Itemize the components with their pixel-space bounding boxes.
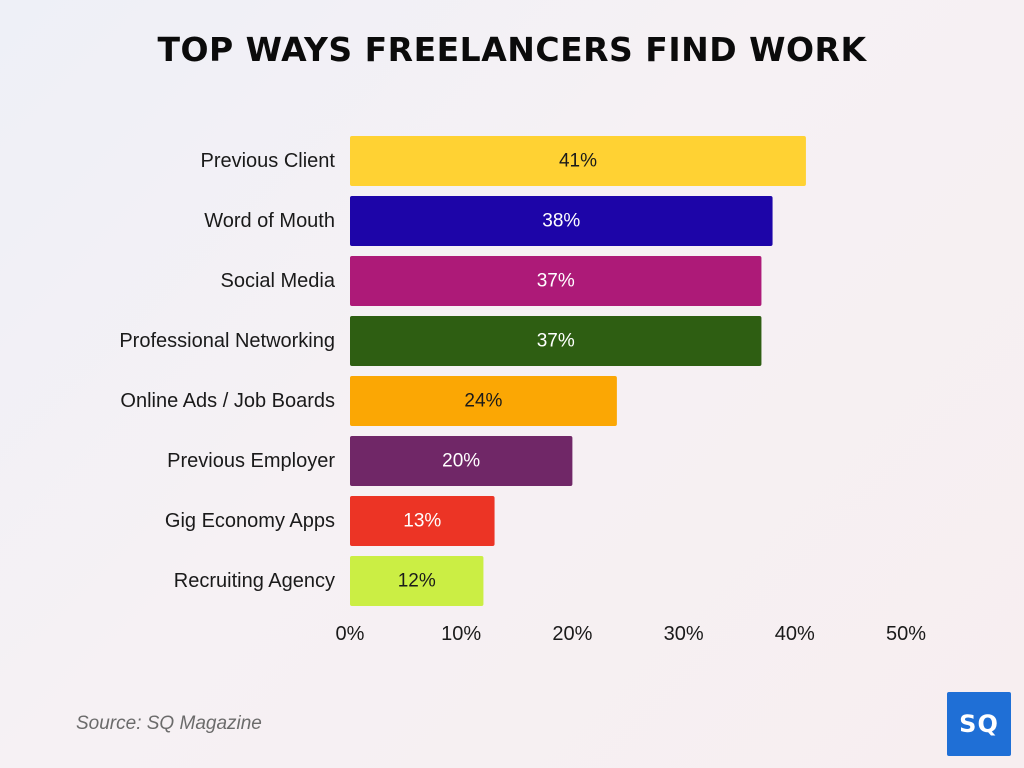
x-tick-label: 30%	[664, 623, 704, 645]
chart-title: TOP WAYS FREELANCERS FIND WORK	[157, 30, 867, 69]
category-label-professional-networking: Professional Networking	[119, 330, 335, 352]
bar-previous-client	[350, 136, 806, 186]
bars-group	[350, 136, 806, 606]
logo-text: SQ	[959, 710, 999, 738]
category-label-gig-economy-apps: Gig Economy Apps	[165, 510, 335, 532]
value-label-previous-employer: 20%	[442, 451, 480, 472]
category-label-previous-employer: Previous Employer	[167, 450, 335, 472]
sq-logo: SQ	[947, 692, 1011, 756]
value-labels: 41% 38% 37% 37% 24% 20% 13% 12%	[398, 151, 597, 592]
category-label-word-of-mouth: Word of Mouth	[204, 210, 335, 232]
x-tick-label: 10%	[441, 623, 481, 645]
value-label-previous-client: 41%	[559, 151, 597, 172]
bar-gig-economy-apps	[350, 496, 495, 546]
bar-word-of-mouth	[350, 196, 773, 246]
source-note: Source: SQ Magazine	[76, 713, 262, 734]
value-label-word-of-mouth: 38%	[542, 211, 580, 232]
value-label-professional-networking: 37%	[537, 331, 575, 352]
category-label-online-ads-job-boards: Online Ads / Job Boards	[120, 390, 335, 412]
bar-online-ads-job-boards	[350, 376, 617, 426]
bar-professional-networking	[350, 316, 762, 366]
bar-previous-employer	[350, 436, 573, 486]
category-label-recruiting-agency: Recruiting Agency	[174, 570, 335, 592]
value-label-recruiting-agency: 12%	[398, 571, 436, 592]
x-axis-ticks: 0% 10% 20% 30% 40% 50%	[336, 623, 927, 645]
category-label-social-media: Social Media	[220, 270, 335, 292]
x-tick-label: 0%	[336, 623, 365, 645]
x-tick-label: 40%	[775, 623, 815, 645]
value-label-gig-economy-apps: 13%	[403, 511, 441, 532]
x-tick-label: 50%	[886, 623, 926, 645]
x-tick-label: 20%	[552, 623, 592, 645]
category-label-previous-client: Previous Client	[200, 150, 335, 172]
bar-chart: Previous Client Word of Mouth Social Media…	[119, 136, 927, 645]
value-label-social-media: 37%	[537, 271, 575, 292]
bar-social-media	[350, 256, 762, 306]
value-label-online-ads-job-boards: 24%	[464, 391, 502, 412]
category-labels: Previous Client Word of Mouth Social Media…	[119, 150, 336, 592]
bar-recruiting-agency	[350, 556, 484, 606]
